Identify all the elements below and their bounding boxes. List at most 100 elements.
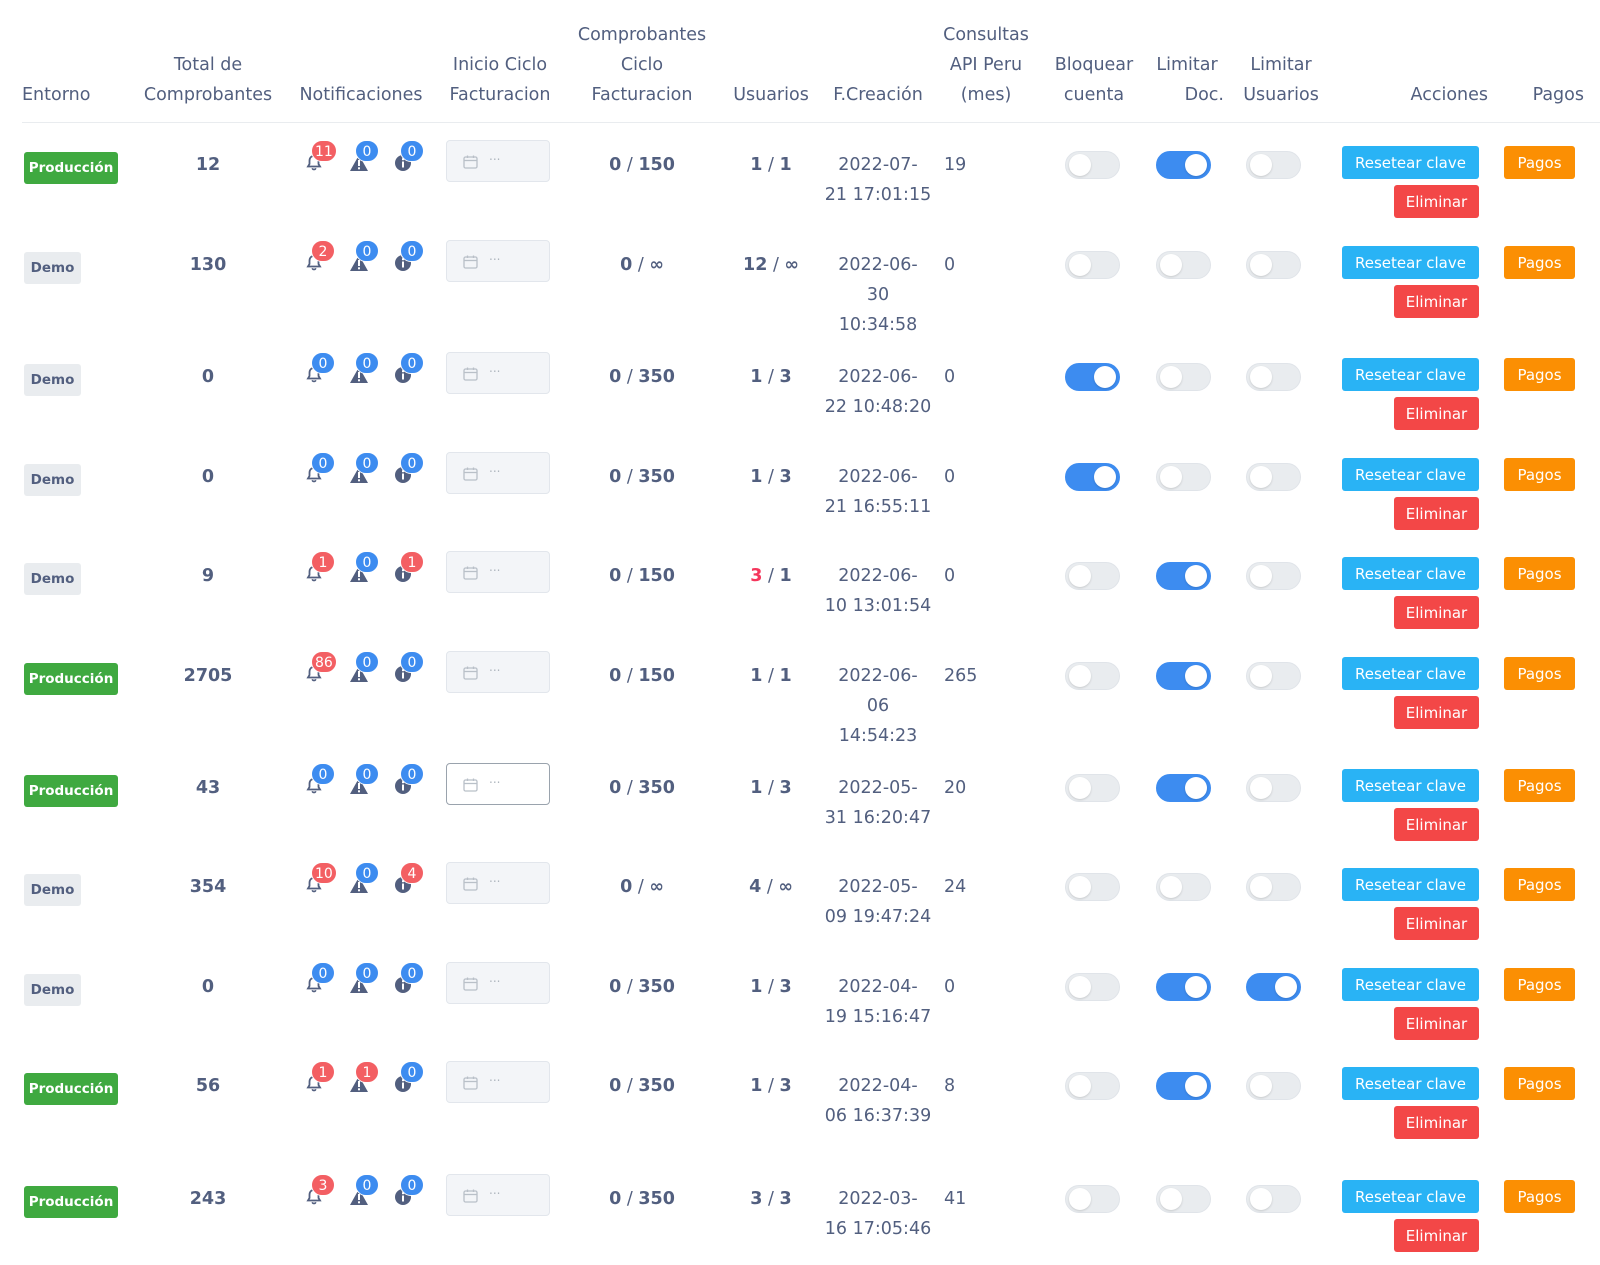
payments-button[interactable]: Pagos: [1504, 968, 1575, 1001]
limitar-doc-toggle[interactable]: [1156, 151, 1211, 179]
notif-info[interactable]: 0: [394, 240, 428, 280]
notif-info[interactable]: 4: [394, 862, 428, 902]
notif-bell[interactable]: 3: [305, 1174, 339, 1214]
notif-bell[interactable]: 0: [305, 352, 339, 392]
notif-info[interactable]: 0: [394, 1061, 428, 1101]
reset-password-button[interactable]: Resetear clave: [1342, 458, 1479, 491]
inicio-ciclo-date-input[interactable]: ...: [446, 452, 550, 494]
inicio-ciclo-date-input[interactable]: ...: [446, 240, 550, 282]
bloquear-cuenta-toggle[interactable]: [1065, 1185, 1120, 1213]
payments-button[interactable]: Pagos: [1504, 1067, 1575, 1100]
notif-warning[interactable]: 0: [349, 962, 383, 1002]
delete-button[interactable]: Eliminar: [1394, 907, 1479, 940]
payments-button[interactable]: Pagos: [1504, 1180, 1575, 1213]
payments-button[interactable]: Pagos: [1504, 358, 1575, 391]
reset-password-button[interactable]: Resetear clave: [1342, 358, 1479, 391]
notif-warning[interactable]: 0: [349, 651, 383, 691]
notif-bell[interactable]: 11: [305, 140, 339, 180]
notif-bell[interactable]: 0: [305, 452, 339, 492]
payments-button[interactable]: Pagos: [1504, 769, 1575, 802]
bloquear-cuenta-toggle[interactable]: [1065, 562, 1120, 590]
limitar-usuarios-toggle[interactable]: [1246, 873, 1301, 901]
limitar-usuarios-toggle[interactable]: [1246, 251, 1301, 279]
inicio-ciclo-date-input[interactable]: ...: [446, 352, 550, 394]
reset-password-button[interactable]: Resetear clave: [1342, 246, 1479, 279]
notif-warning[interactable]: 0: [349, 862, 383, 902]
payments-button[interactable]: Pagos: [1504, 557, 1575, 590]
reset-password-button[interactable]: Resetear clave: [1342, 1180, 1479, 1213]
delete-button[interactable]: Eliminar: [1394, 185, 1479, 218]
notif-bell[interactable]: 10: [305, 862, 339, 902]
inicio-ciclo-date-input[interactable]: ...: [446, 862, 550, 904]
inicio-ciclo-date-input[interactable]: ...: [446, 140, 550, 182]
notif-info[interactable]: 0: [394, 140, 428, 180]
reset-password-button[interactable]: Resetear clave: [1342, 1067, 1479, 1100]
delete-button[interactable]: Eliminar: [1394, 397, 1479, 430]
limitar-doc-toggle[interactable]: [1156, 463, 1211, 491]
payments-button[interactable]: Pagos: [1504, 458, 1575, 491]
limitar-doc-toggle[interactable]: [1156, 251, 1211, 279]
reset-password-button[interactable]: Resetear clave: [1342, 557, 1479, 590]
bloquear-cuenta-toggle[interactable]: [1065, 463, 1120, 491]
limitar-doc-toggle[interactable]: [1156, 1072, 1211, 1100]
delete-button[interactable]: Eliminar: [1394, 1106, 1479, 1139]
bloquear-cuenta-toggle[interactable]: [1065, 973, 1120, 1001]
limitar-doc-toggle[interactable]: [1156, 774, 1211, 802]
delete-button[interactable]: Eliminar: [1394, 1219, 1479, 1252]
inicio-ciclo-date-input[interactable]: ...: [446, 1061, 550, 1103]
delete-button[interactable]: Eliminar: [1394, 696, 1479, 729]
limitar-usuarios-toggle[interactable]: [1246, 1185, 1301, 1213]
payments-button[interactable]: Pagos: [1504, 868, 1575, 901]
delete-button[interactable]: Eliminar: [1394, 596, 1479, 629]
notif-bell[interactable]: 1: [305, 551, 339, 591]
inicio-ciclo-date-input[interactable]: ...: [446, 551, 550, 593]
reset-password-button[interactable]: Resetear clave: [1342, 868, 1479, 901]
notif-warning[interactable]: 0: [349, 551, 383, 591]
bloquear-cuenta-toggle[interactable]: [1065, 774, 1120, 802]
notif-warning[interactable]: 0: [349, 352, 383, 392]
bloquear-cuenta-toggle[interactable]: [1065, 1072, 1120, 1100]
limitar-doc-toggle[interactable]: [1156, 562, 1211, 590]
limitar-doc-toggle[interactable]: [1156, 873, 1211, 901]
notif-bell[interactable]: 86: [305, 651, 339, 691]
notif-info[interactable]: 0: [394, 651, 428, 691]
inicio-ciclo-date-input[interactable]: ...: [446, 1174, 550, 1216]
limitar-doc-toggle[interactable]: [1156, 1185, 1211, 1213]
inicio-ciclo-date-input[interactable]: ...: [446, 763, 550, 805]
reset-password-button[interactable]: Resetear clave: [1342, 657, 1479, 690]
reset-password-button[interactable]: Resetear clave: [1342, 769, 1479, 802]
payments-button[interactable]: Pagos: [1504, 246, 1575, 279]
notif-warning[interactable]: 1: [349, 1061, 383, 1101]
notif-bell[interactable]: 0: [305, 962, 339, 1002]
limitar-usuarios-toggle[interactable]: [1246, 774, 1301, 802]
bloquear-cuenta-toggle[interactable]: [1065, 662, 1120, 690]
payments-button[interactable]: Pagos: [1504, 657, 1575, 690]
notif-warning[interactable]: 0: [349, 240, 383, 280]
notif-info[interactable]: 0: [394, 452, 428, 492]
notif-info[interactable]: 0: [394, 763, 428, 803]
delete-button[interactable]: Eliminar: [1394, 1007, 1479, 1040]
delete-button[interactable]: Eliminar: [1394, 285, 1479, 318]
bloquear-cuenta-toggle[interactable]: [1065, 363, 1120, 391]
notif-info[interactable]: 0: [394, 1174, 428, 1214]
delete-button[interactable]: Eliminar: [1394, 497, 1479, 530]
limitar-usuarios-toggle[interactable]: [1246, 662, 1301, 690]
notif-warning[interactable]: 0: [349, 1174, 383, 1214]
limitar-doc-toggle[interactable]: [1156, 973, 1211, 1001]
payments-button[interactable]: Pagos: [1504, 146, 1575, 179]
notif-warning[interactable]: 0: [349, 452, 383, 492]
reset-password-button[interactable]: Resetear clave: [1342, 146, 1479, 179]
notif-warning[interactable]: 0: [349, 763, 383, 803]
limitar-doc-toggle[interactable]: [1156, 662, 1211, 690]
delete-button[interactable]: Eliminar: [1394, 808, 1479, 841]
bloquear-cuenta-toggle[interactable]: [1065, 151, 1120, 179]
notif-bell[interactable]: 2: [305, 240, 339, 280]
notif-info[interactable]: 0: [394, 352, 428, 392]
notif-info[interactable]: 0: [394, 962, 428, 1002]
notif-bell[interactable]: 1: [305, 1061, 339, 1101]
notif-bell[interactable]: 0: [305, 763, 339, 803]
notif-warning[interactable]: 0: [349, 140, 383, 180]
limitar-usuarios-toggle[interactable]: [1246, 363, 1301, 391]
limitar-doc-toggle[interactable]: [1156, 363, 1211, 391]
limitar-usuarios-toggle[interactable]: [1246, 1072, 1301, 1100]
